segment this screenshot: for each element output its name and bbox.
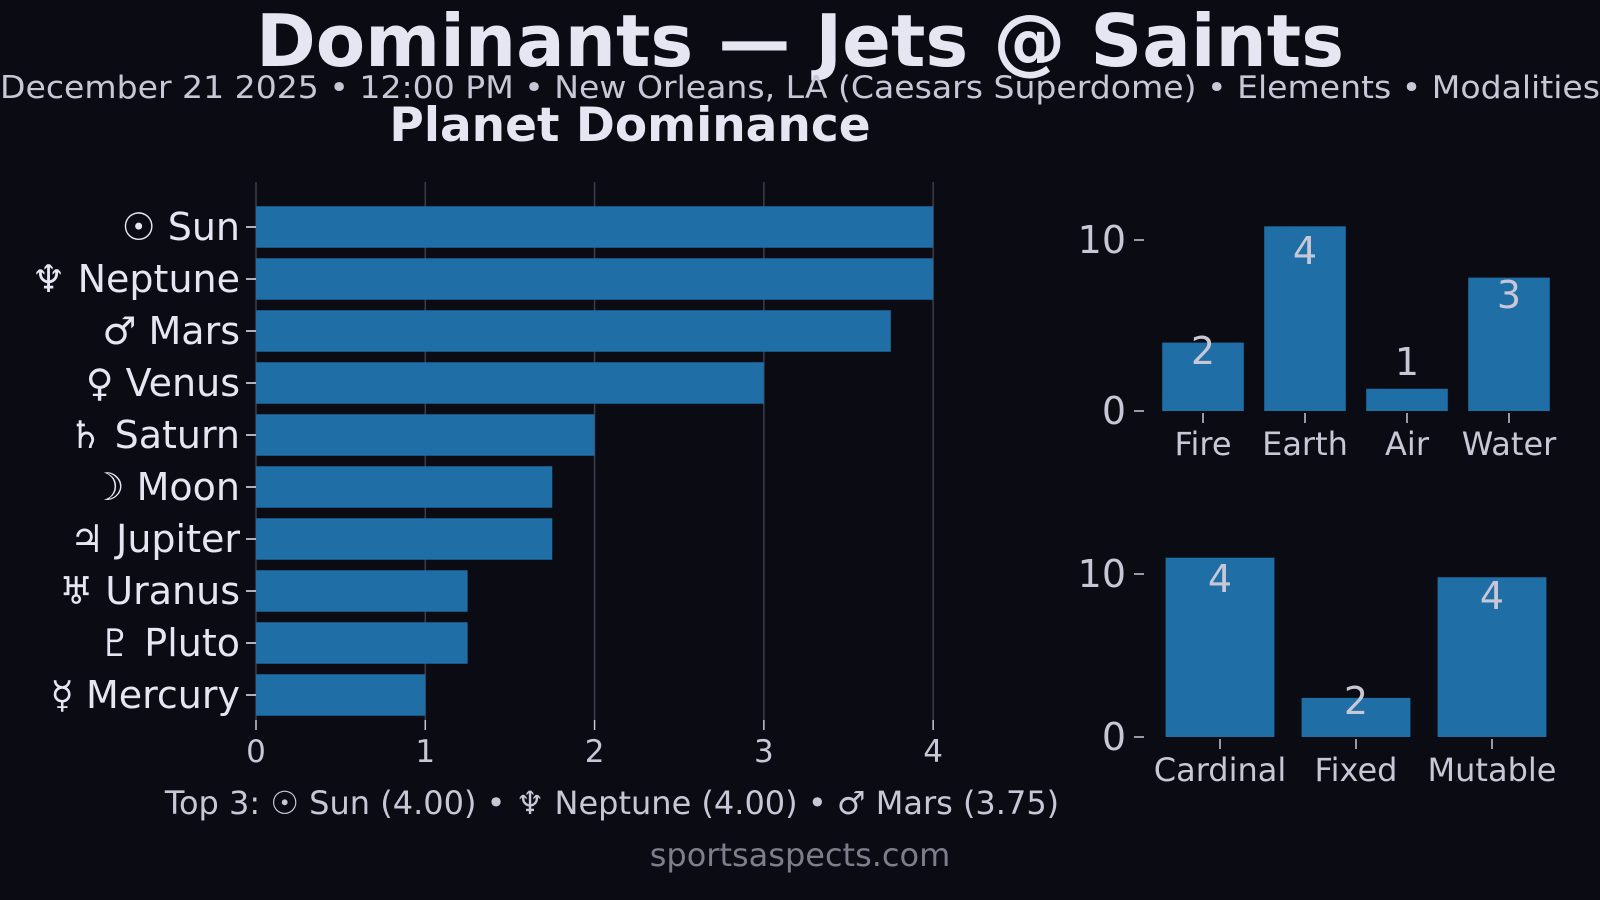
bar-data-label: 3 xyxy=(1497,273,1521,317)
x-tick-label: 2 xyxy=(585,734,605,770)
planet-label: ♅ Uranus xyxy=(59,569,240,613)
x-tick-label: 1 xyxy=(415,734,435,770)
planet-bar xyxy=(256,362,764,404)
y-tick-label: 0 xyxy=(1102,389,1126,433)
planet-label: ♃ Jupiter xyxy=(70,517,240,561)
planet-label: ♆ Neptune xyxy=(31,257,240,301)
planet-bar xyxy=(256,466,553,508)
x-tick-label: 3 xyxy=(754,734,774,770)
modality-chart: 0 10 Cardinal 4 Fixed 2 Mutable 4 xyxy=(1078,552,1557,789)
category-label: Water xyxy=(1462,425,1557,463)
planet-label: ♇ Pluto xyxy=(98,621,240,665)
modality-bar xyxy=(1301,697,1411,737)
planet-bar xyxy=(256,310,891,352)
y-tick-label: 10 xyxy=(1078,218,1126,262)
y-tick-label: 0 xyxy=(1102,715,1126,759)
site-watermark: sportsaspects.com xyxy=(650,836,951,874)
planet-label: ♀ Venus xyxy=(86,361,240,405)
element-bar xyxy=(1162,342,1244,411)
planet-bar xyxy=(256,518,553,560)
y-tick-label: 10 xyxy=(1078,552,1126,596)
figure-subtitle: December 21 2025 • 12:00 PM • New Orlean… xyxy=(0,70,1600,106)
category-label: Air xyxy=(1385,425,1430,463)
bar-data-label: 4 xyxy=(1208,557,1232,601)
planet-label: ☽ Moon xyxy=(90,465,240,509)
planet-label: ♂ Mars xyxy=(102,309,240,353)
bar-data-label: 1 xyxy=(1395,340,1419,384)
category-label: Fixed xyxy=(1315,751,1398,789)
planet-bar xyxy=(256,206,934,248)
planet-label: ☉ Sun xyxy=(122,205,240,249)
category-label: Cardinal xyxy=(1154,751,1287,789)
modality-bar xyxy=(1165,557,1275,737)
element-chart: 0 10 Fire 2 Earth 4 Air 1 Water 3 xyxy=(1078,218,1558,463)
planet-label: ☿ Mercury xyxy=(51,673,240,717)
planet-bar xyxy=(256,258,934,300)
planet-label: ♄ Saturn xyxy=(68,413,240,457)
modality-bar xyxy=(1437,577,1547,737)
planet-bar xyxy=(256,414,595,456)
element-bar xyxy=(1366,388,1448,411)
bar-data-label: 4 xyxy=(1480,574,1504,618)
bar-data-label: 2 xyxy=(1191,329,1215,373)
planet-dominance-chart: 0 1 2 3 4 ☉ Sun ♆ Neptune ♂ Mars ♀ Venus ♄ Saturn… xyxy=(31,182,943,770)
top3-summary: Top 3: ☉ Sun (4.00) • ♆ Neptune (4.00) •… xyxy=(164,784,1059,822)
category-label: Earth xyxy=(1262,425,1348,463)
planet-chart-title: Planet Dominance xyxy=(389,98,870,153)
figure-title: Dominants — Jets @ Saints xyxy=(256,0,1344,83)
bar-data-label: 4 xyxy=(1293,229,1317,273)
planet-bar xyxy=(256,674,426,716)
x-tick-label: 4 xyxy=(923,734,943,770)
element-bar xyxy=(1264,226,1346,411)
category-label: Fire xyxy=(1174,425,1231,463)
planet-bar xyxy=(256,570,468,612)
element-bar xyxy=(1468,277,1550,411)
x-tick-label: 0 xyxy=(246,734,266,770)
planet-bar xyxy=(256,622,468,664)
bar-data-label: 2 xyxy=(1344,679,1368,723)
category-label: Mutable xyxy=(1428,751,1557,789)
